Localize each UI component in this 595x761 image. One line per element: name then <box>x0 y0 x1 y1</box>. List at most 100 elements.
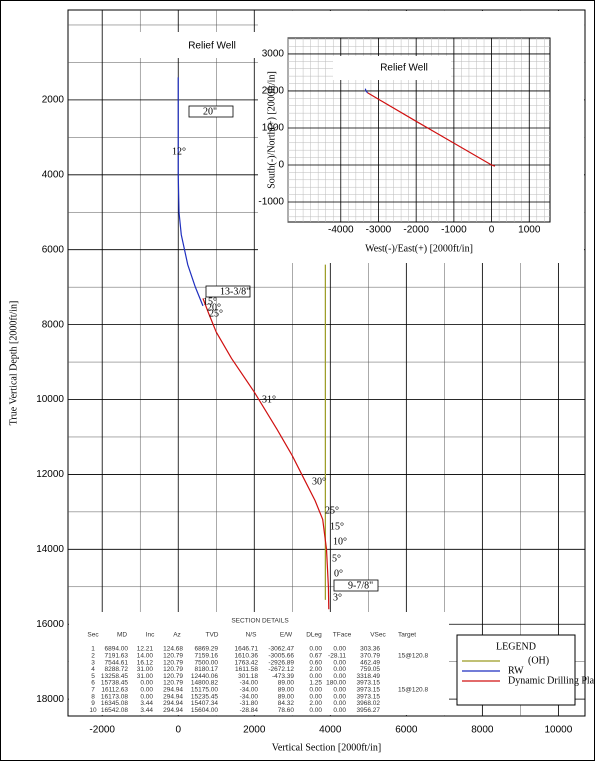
table-cell: 1646.71 <box>235 646 259 653</box>
legend-label: (OH) <box>528 655 549 666</box>
x-tick-label: -2000 <box>403 225 429 236</box>
x-tick-label: 1000 <box>518 225 541 236</box>
legend-title: LEGEND <box>496 641 536 652</box>
table-cell: 120.79 <box>163 680 183 687</box>
x-tick-label: -4000 <box>328 225 354 236</box>
casing-label: 20" <box>203 106 217 117</box>
table-cell: -2926.89 <box>268 659 294 666</box>
table-cell: 0.00 <box>309 673 322 680</box>
well-path <box>364 88 369 94</box>
table-cell: 3.44 <box>140 700 153 707</box>
table-cell: 1610.36 <box>235 653 259 660</box>
table-cell: 3 <box>91 659 95 666</box>
inclination-label: 20° <box>207 302 221 313</box>
column-header: Inc <box>146 632 155 639</box>
table-cell: 15407.34 <box>191 700 218 707</box>
y-tick-label: 0 <box>278 160 284 171</box>
table-cell: 0.00 <box>333 687 346 694</box>
y-axis-label: South(-)/North(+) [2000ft/in] <box>266 71 277 189</box>
table-cell: 0.00 <box>140 687 153 694</box>
table-cell: 1611.58 <box>235 666 258 673</box>
y-tick-label: 3000 <box>262 49 285 60</box>
column-header: TFace <box>333 632 352 639</box>
x-axis-label: West(-)/East(+) [2000ft/in] <box>365 243 473 254</box>
table-cell: 2.00 <box>309 700 322 707</box>
column-header: Sec <box>87 632 99 639</box>
table-cell: 0.67 <box>309 653 322 660</box>
table-cell: 14.00 <box>137 653 154 660</box>
table-cell: 3968.02 <box>357 700 381 707</box>
casing-label-box <box>333 579 379 592</box>
casing-label: 13-3/8" <box>220 286 250 297</box>
table-cell: 9 <box>91 700 95 707</box>
x-tick-label: -2000 <box>89 725 115 736</box>
table-cell: 0.00 <box>333 707 346 714</box>
table-cell: 124.68 <box>163 646 183 653</box>
x-tick-label: -3000 <box>366 225 392 236</box>
table-cell: -3062.47 <box>268 646 294 653</box>
table-cell: 15175.00 <box>191 687 218 694</box>
table-cell: -34.00 <box>240 687 259 694</box>
inclination-label: 0° <box>334 568 343 579</box>
table-cell: 8288.72 <box>105 666 129 673</box>
table-cell: 0.00 <box>333 700 346 707</box>
table-cell: -34.00 <box>240 680 259 687</box>
x-tick-label: 2000 <box>243 725 266 736</box>
table-cell: 16112.63 <box>101 687 128 694</box>
table-cell: 15@120.8 <box>398 687 428 694</box>
table-cell: 3973.15 <box>357 693 381 700</box>
table-cell: 294.94 <box>163 707 183 714</box>
table-cell: 0.00 <box>309 693 322 700</box>
column-header: TVD <box>206 632 219 639</box>
table-cell: 4 <box>91 666 95 673</box>
table-cell: 0.00 <box>140 693 153 700</box>
table-cell: 10 <box>89 707 97 714</box>
casing-label-box <box>205 285 251 298</box>
x-tick-label: 8000 <box>471 725 494 736</box>
table-cell: 1 <box>91 646 95 653</box>
table-cell: -473.39 <box>272 673 294 680</box>
inclination-label: 15° <box>203 296 217 307</box>
table-cell: -34.00 <box>240 693 259 700</box>
table-cell: 0.00 <box>140 680 153 687</box>
table-cell: 0.00 <box>309 687 322 694</box>
x-tick-label: 4000 <box>319 725 342 736</box>
table-cell: 14800.82 <box>191 680 218 687</box>
table-cell: 303.36 <box>360 646 380 653</box>
x-axis-label: Vertical Section [2000ft/in] <box>272 742 381 753</box>
table-cell: 370.79 <box>360 653 380 660</box>
table-cell: 2 <box>91 653 95 660</box>
table-cell: 2.00 <box>309 666 322 673</box>
table-cell: 0.00 <box>333 659 346 666</box>
table-cell: 294.94 <box>163 687 183 694</box>
chart-title: Relief Well <box>188 41 236 52</box>
table-cell: 15604.00 <box>191 707 218 714</box>
y-tick-label: 1000 <box>262 123 285 134</box>
table-cell: 89.00 <box>278 693 295 700</box>
table-cell: 1.25 <box>309 680 322 687</box>
table-cell: 7 <box>91 687 95 694</box>
casing-label: 9-7/8" <box>348 580 373 591</box>
table-cell: 31.00 <box>137 673 154 680</box>
table-cell: 16.12 <box>137 659 154 666</box>
table-cell: 462.49 <box>360 659 380 666</box>
table-cell: 294.94 <box>163 693 183 700</box>
table-cell: -28.11 <box>328 653 346 660</box>
table-cell: 120.79 <box>163 659 183 666</box>
table-cell: 3973.15 <box>357 687 381 694</box>
table-cell: 6869.29 <box>195 646 219 653</box>
y-tick-label: 8000 <box>42 319 65 330</box>
table-cell: 13258.45 <box>101 673 128 680</box>
inset-title-box <box>333 56 451 80</box>
table-cell: 15738.45 <box>101 680 128 687</box>
y-tick-label: 4000 <box>42 169 65 180</box>
table-cell: 89.00 <box>278 687 295 694</box>
table-cell: 180.00 <box>326 680 346 687</box>
table-cell: 15235.45 <box>191 693 218 700</box>
inclination-label: 5° <box>332 553 341 564</box>
inclination-label: 25° <box>325 505 339 516</box>
table-cell: 3956.27 <box>357 707 381 714</box>
table-cell: 12440.06 <box>191 673 218 680</box>
well-path <box>202 298 330 610</box>
